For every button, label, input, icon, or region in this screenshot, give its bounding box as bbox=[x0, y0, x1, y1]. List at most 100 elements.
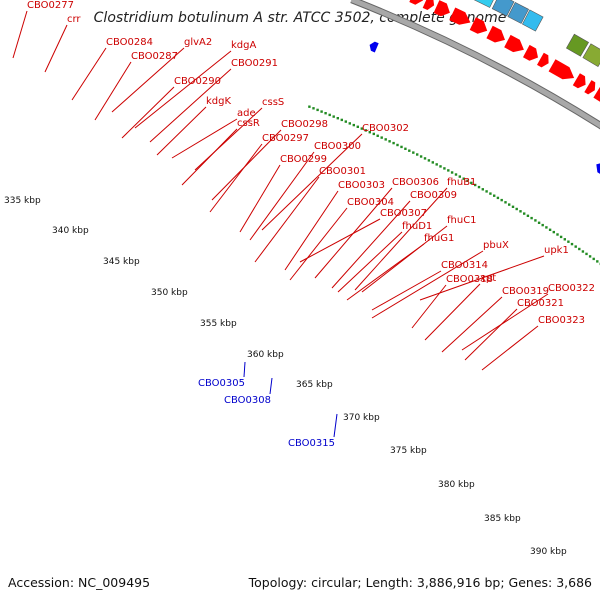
label-leader-line bbox=[239, 164, 281, 233]
cds-forward-arrow bbox=[486, 25, 505, 43]
tick-dot bbox=[400, 145, 403, 149]
tick-dot bbox=[481, 188, 484, 191]
tick-dot bbox=[368, 131, 371, 134]
label-leader-line bbox=[71, 47, 107, 101]
cds-forward-arrow bbox=[422, 0, 435, 10]
gene-label: cssR bbox=[237, 118, 260, 129]
tick-dot bbox=[392, 141, 395, 145]
label-leader-line bbox=[94, 61, 132, 121]
label-leader-line bbox=[44, 24, 68, 73]
cds-forward-arrow bbox=[548, 59, 575, 80]
tick-dot bbox=[308, 105, 311, 108]
tick-dot bbox=[477, 185, 481, 189]
label-leader-line bbox=[243, 361, 246, 378]
scale-label: 350 kbp bbox=[151, 288, 188, 298]
tick-dot-rings bbox=[308, 105, 600, 266]
label-leader-line bbox=[337, 231, 403, 293]
tick-dot bbox=[485, 190, 488, 193]
tick-dot bbox=[570, 242, 574, 246]
label-leader-line bbox=[299, 218, 381, 263]
feature-block bbox=[565, 33, 590, 57]
feature-block bbox=[582, 43, 600, 68]
scale-label: 345 kbp bbox=[103, 257, 140, 267]
label-leader-line bbox=[371, 270, 442, 311]
scale-label: 360 kbp bbox=[247, 350, 284, 360]
gene-label: ade bbox=[237, 108, 256, 119]
tick-dot bbox=[534, 219, 537, 222]
tick-dot bbox=[340, 118, 343, 122]
tick-dot bbox=[439, 165, 442, 168]
tick-dot bbox=[504, 201, 507, 204]
genome-summary-text: Topology: circular; Length: 3,886,916 bp… bbox=[248, 575, 592, 590]
scale-label: 365 kbp bbox=[296, 380, 333, 390]
gene-label: CBO0302 bbox=[362, 123, 409, 134]
cds-forward-arrow bbox=[572, 73, 586, 89]
tick-dot bbox=[332, 115, 335, 118]
cds-reverse-arrow bbox=[596, 163, 600, 174]
gene-label: kdgK bbox=[206, 96, 231, 107]
gene-label: CBO0314 bbox=[441, 260, 488, 271]
tick-dot bbox=[523, 212, 526, 215]
tick-dot bbox=[585, 252, 588, 256]
tick-dot bbox=[412, 151, 415, 154]
tick-dot bbox=[537, 221, 541, 224]
label-leader-line bbox=[121, 86, 175, 139]
tick-dot bbox=[388, 140, 391, 143]
label-leader-line bbox=[171, 118, 238, 159]
gene-label: CBO0318 bbox=[446, 274, 493, 285]
cds-forward-arrow bbox=[537, 52, 549, 68]
feature-blocks bbox=[473, 0, 600, 68]
feature-block bbox=[473, 0, 494, 8]
label-leader-line bbox=[261, 133, 363, 231]
label-leader-line bbox=[249, 151, 315, 241]
tick-dot bbox=[336, 117, 339, 120]
cds-reverse-arrow bbox=[369, 41, 379, 53]
tick-dot bbox=[541, 223, 544, 227]
label-leader-line bbox=[149, 68, 232, 143]
tick-dot bbox=[324, 112, 327, 115]
label-leader-line bbox=[284, 190, 339, 271]
tick-dot bbox=[563, 238, 566, 241]
tick-dot bbox=[352, 123, 355, 127]
gene-label: CBO0291 bbox=[231, 58, 278, 69]
tick-dot bbox=[574, 245, 577, 248]
tick-dot bbox=[526, 214, 530, 217]
gene-labels: CBO0277 crr CBO0284 glvA2 kdgA CBO0287 CBO0291… bbox=[27, 0, 595, 449]
gene-label: xpt bbox=[480, 273, 496, 284]
gene-label: CBO0277 bbox=[27, 0, 74, 11]
tick-dot bbox=[431, 161, 434, 164]
scale-label: 335 kbp bbox=[4, 196, 41, 206]
gene-label: CBO0290 bbox=[174, 76, 221, 87]
tick-dot bbox=[312, 107, 315, 110]
feature-block bbox=[491, 0, 515, 17]
gene-label-reverse: CBO0305 bbox=[198, 378, 245, 389]
gene-label: CBO0298 bbox=[281, 119, 328, 130]
cds-forward-arrow bbox=[593, 86, 600, 102]
gene-label: CBO0323 bbox=[538, 315, 585, 326]
tick-dot bbox=[496, 196, 500, 200]
gene-label: CBO0307 bbox=[380, 208, 427, 219]
label-leader-line bbox=[361, 225, 448, 293]
label-leader-line bbox=[371, 250, 484, 319]
label-leader-line bbox=[289, 207, 348, 281]
gene-label-reverse: CBO0315 bbox=[288, 438, 335, 449]
gene-label: kdgA bbox=[231, 40, 256, 51]
tick-dot bbox=[435, 163, 438, 166]
label-leader-line bbox=[12, 10, 28, 59]
cds-forward-arrow bbox=[449, 7, 471, 25]
gene-label: CBO0301 bbox=[319, 166, 366, 177]
gene-label: CBO0304 bbox=[347, 197, 394, 208]
tick-dot bbox=[419, 155, 423, 158]
cds-arrows bbox=[369, 0, 600, 174]
tick-dot bbox=[384, 138, 387, 141]
cds-forward-arrow bbox=[504, 34, 524, 53]
label-leader-line bbox=[481, 325, 539, 371]
tick-dot bbox=[372, 132, 375, 136]
gene-label: fhuB1 bbox=[447, 177, 476, 188]
tick-dot bbox=[545, 226, 548, 229]
gene-label: upk1 bbox=[544, 245, 569, 256]
scale-label: 380 kbp bbox=[438, 480, 475, 490]
label-leader-line bbox=[464, 308, 518, 361]
tick-dot bbox=[320, 110, 323, 113]
